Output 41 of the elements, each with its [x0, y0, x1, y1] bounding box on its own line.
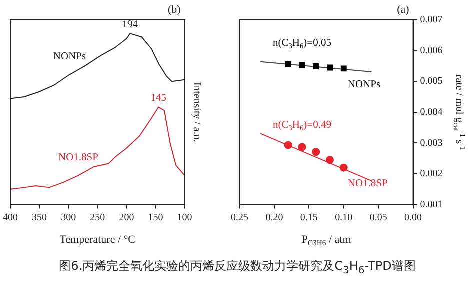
annotation: 194 [122, 19, 139, 30]
point [327, 64, 333, 71]
point [299, 62, 306, 68]
series-label: NO1.8SP [58, 152, 99, 164]
y-tick-label: 0.002 [420, 168, 443, 180]
x-tick-label: 0.15 [300, 212, 318, 224]
x-tick-label: 350 [32, 212, 48, 224]
x-tick-label: 0.20 [266, 212, 284, 224]
x-tick-label: 100 [177, 212, 192, 224]
x-tick-label: 300 [61, 212, 76, 224]
x-tick-label: 0.05 [370, 212, 388, 224]
y-tick-label: 0.003 [420, 138, 443, 149]
point [298, 143, 306, 152]
x-tick-label: 0.10 [335, 212, 353, 224]
x-tick-label: 200 [119, 212, 134, 224]
point [313, 64, 320, 70]
x-tick-label: 400 [3, 212, 18, 224]
x-axis-title: Temperature / °C [60, 234, 136, 246]
series-label: NONPs [348, 79, 381, 90]
y-tick-label: 0.004 [420, 107, 443, 118]
chart-title: (a) [397, 4, 410, 16]
y-tick-label: 0.001 [420, 199, 443, 210]
y-axis-title: Intensity / a.u. [191, 82, 202, 142]
point [284, 141, 292, 150]
point [326, 156, 334, 164]
annotation: 145 [150, 93, 167, 104]
x-tick-label: 0.25 [231, 212, 248, 224]
caption: 图6.丙烯完全氧化实验的丙烯反应级数动力学研究及C$_{3}$H$_{6}$-TPD谱图 [58, 258, 417, 276]
point [285, 61, 292, 68]
series-label: NO1.8SP [348, 178, 388, 190]
y-tick-label: 0.006 [420, 45, 443, 56]
point [340, 164, 348, 172]
x-tick-label: 150 [148, 212, 164, 224]
point [312, 148, 320, 156]
series-label: NONPs [53, 52, 86, 63]
x-tick-label: 0.00 [404, 212, 422, 224]
x-tick-label: 250 [90, 212, 106, 224]
point [340, 66, 347, 72]
y-tick-label: 0.005 [420, 76, 443, 88]
y-tick-label: 0.007 [420, 14, 443, 26]
chart-title: (b) [168, 4, 182, 16]
